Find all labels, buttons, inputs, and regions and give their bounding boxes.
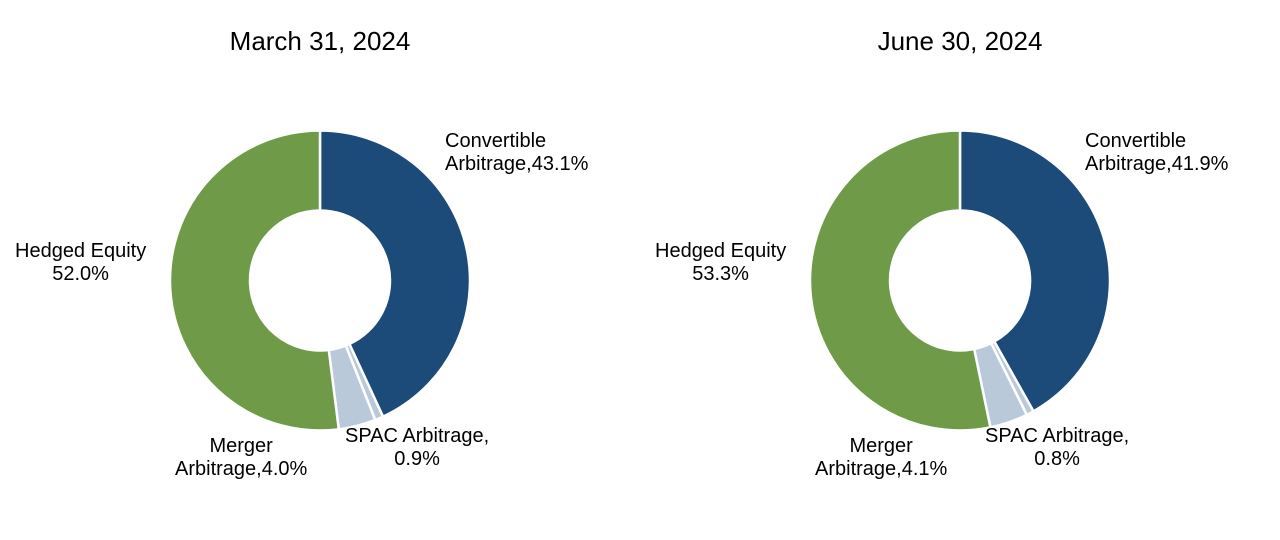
chart-panel-march: March 31, 2024 Convertible Arbitrage,43.… bbox=[0, 0, 640, 540]
label-line: Hedged Equity bbox=[655, 240, 786, 263]
donut-svg bbox=[160, 121, 480, 441]
label-merger: Merger Arbitrage,4.0% bbox=[175, 435, 307, 481]
label-line: SPAC Arbitrage, bbox=[345, 425, 489, 448]
label-convertible: Convertible Arbitrage,41.9% bbox=[1085, 130, 1228, 176]
label-merger: Merger Arbitrage,4.1% bbox=[815, 435, 947, 481]
label-line: Hedged Equity bbox=[15, 240, 146, 263]
label-hedged: Hedged Equity 53.3% bbox=[655, 240, 786, 286]
label-line: 0.8% bbox=[985, 448, 1129, 471]
label-line: Merger bbox=[175, 435, 307, 458]
label-line: Arbitrage,4.0% bbox=[175, 458, 307, 481]
label-line: Convertible bbox=[1085, 130, 1228, 153]
slice-hedged-equity bbox=[170, 131, 339, 431]
chart-title: March 31, 2024 bbox=[0, 26, 640, 57]
label-line: Arbitrage,41.9% bbox=[1085, 153, 1228, 176]
donut-chart bbox=[800, 121, 1120, 446]
label-line: Merger bbox=[815, 435, 947, 458]
label-line: Convertible bbox=[445, 130, 588, 153]
label-line: 52.0% bbox=[15, 263, 146, 286]
label-line: Arbitrage,4.1% bbox=[815, 458, 947, 481]
label-line: Arbitrage,43.1% bbox=[445, 153, 588, 176]
donut-chart bbox=[160, 121, 480, 446]
label-spac: SPAC Arbitrage, 0.8% bbox=[985, 425, 1129, 471]
label-convertible: Convertible Arbitrage,43.1% bbox=[445, 130, 588, 176]
chart-panel-june: June 30, 2024 Convertible Arbitrage,41.9… bbox=[640, 0, 1280, 540]
label-spac: SPAC Arbitrage, 0.9% bbox=[345, 425, 489, 471]
label-line: 0.9% bbox=[345, 448, 489, 471]
chart-title: June 30, 2024 bbox=[640, 26, 1280, 57]
label-hedged: Hedged Equity 52.0% bbox=[15, 240, 146, 286]
label-line: SPAC Arbitrage, bbox=[985, 425, 1129, 448]
chart-page: March 31, 2024 Convertible Arbitrage,43.… bbox=[0, 0, 1280, 540]
donut-svg bbox=[800, 121, 1120, 441]
label-line: 53.3% bbox=[655, 263, 786, 286]
